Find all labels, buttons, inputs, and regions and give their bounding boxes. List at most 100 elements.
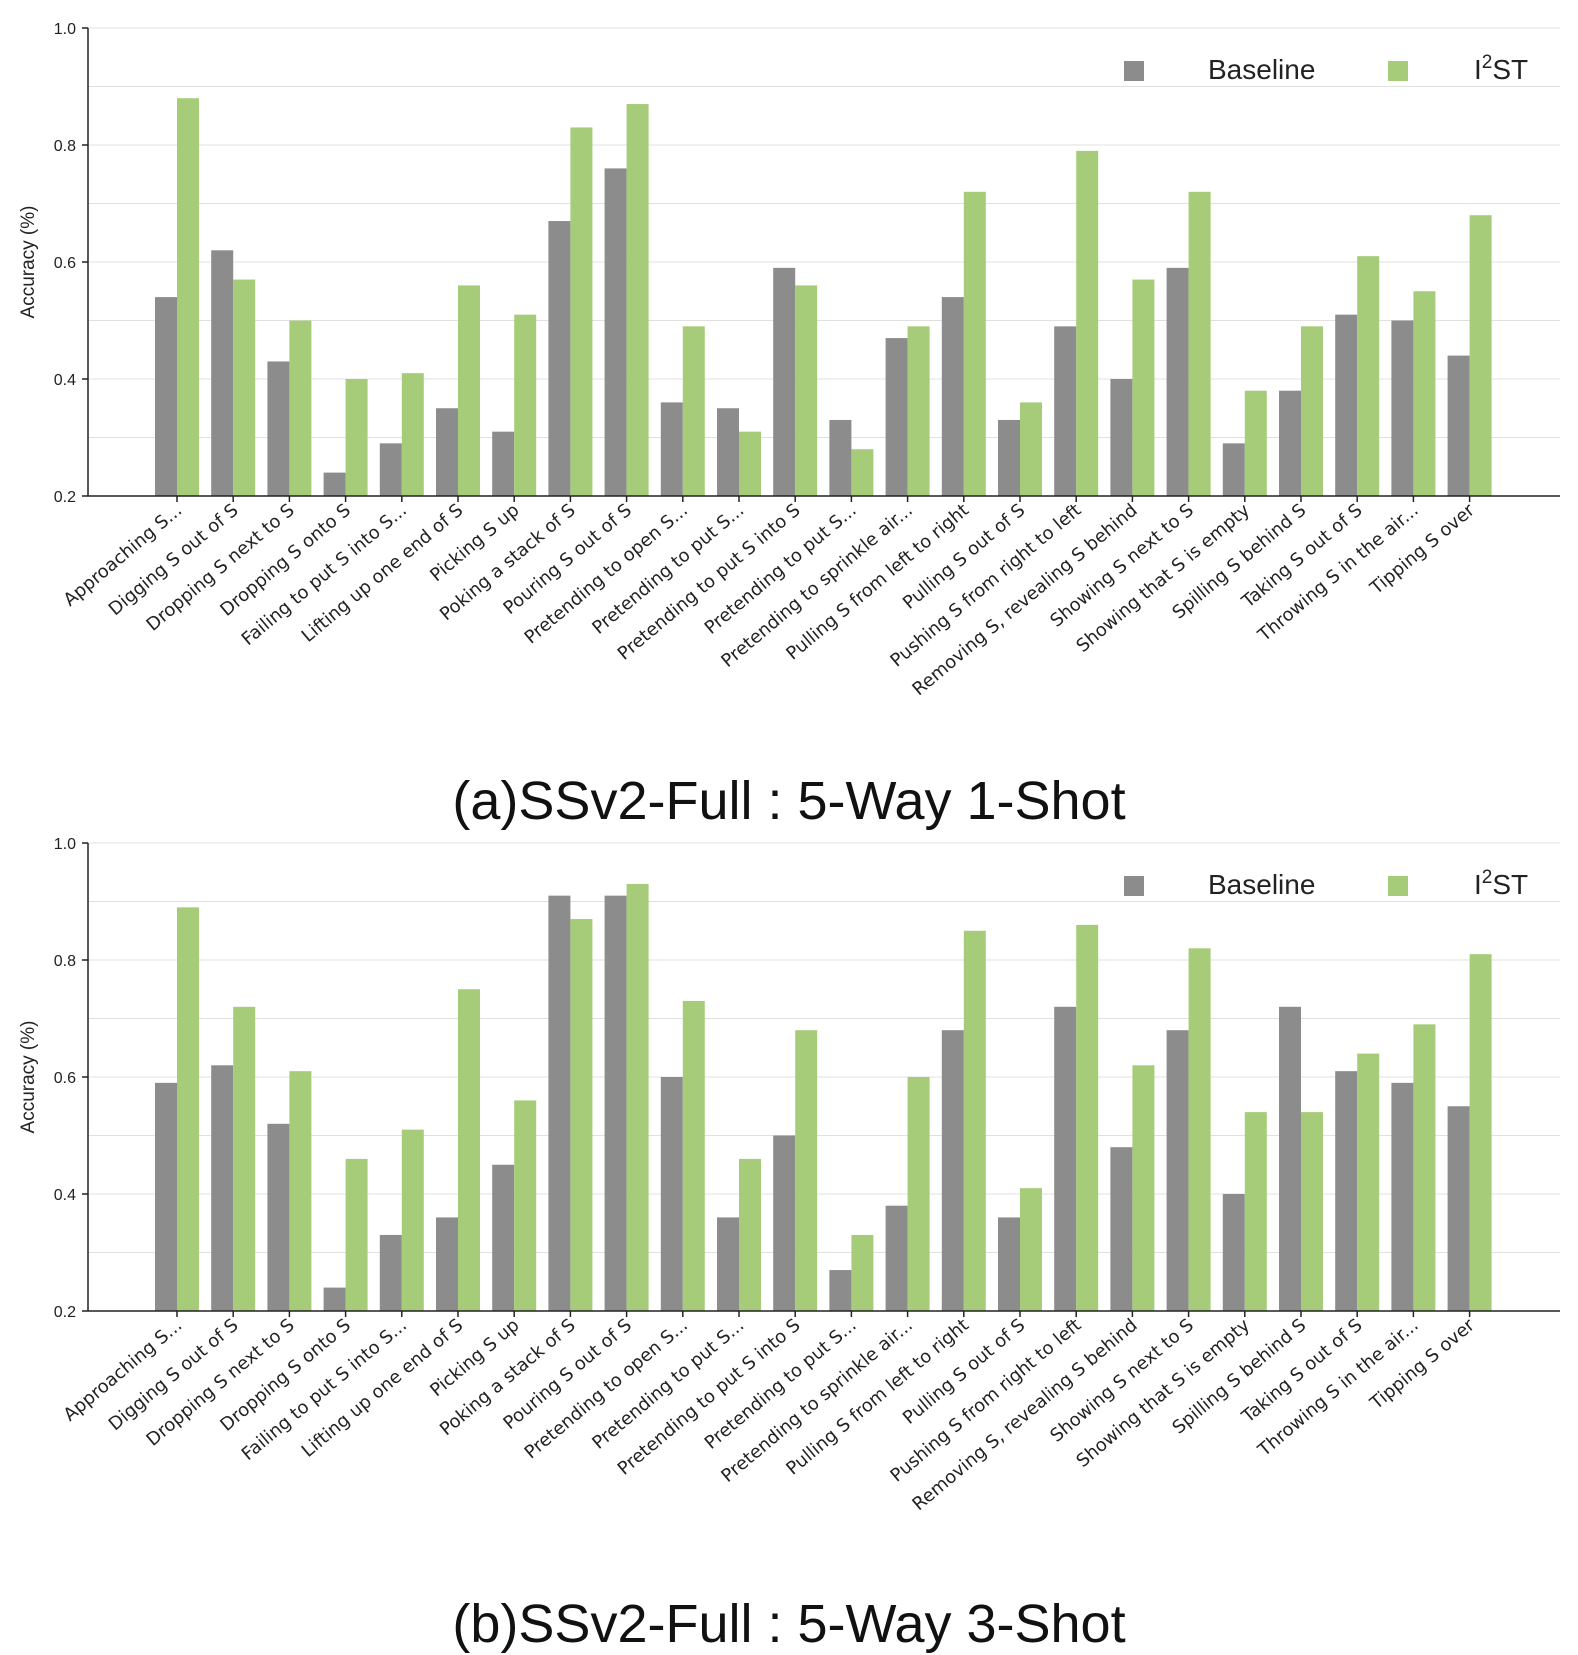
bar-baseline bbox=[1110, 1147, 1133, 1311]
bar-i2st bbox=[1244, 1112, 1267, 1311]
bar-baseline bbox=[211, 250, 234, 496]
bar-i2st bbox=[907, 1077, 930, 1311]
chart-caption-a: (a)SSv2-Full : 5-Way 1-Shot bbox=[452, 771, 1126, 831]
bar-baseline bbox=[1054, 1006, 1077, 1311]
legend-swatch-i2st bbox=[1388, 876, 1408, 896]
bar-i2st bbox=[1076, 150, 1099, 496]
bar-baseline bbox=[323, 472, 346, 496]
bar-i2st bbox=[458, 989, 480, 1311]
bar-baseline bbox=[829, 1270, 852, 1311]
bar-i2st bbox=[1469, 215, 1492, 496]
bar-baseline bbox=[323, 1287, 346, 1311]
y-tick-label: 0.8 bbox=[54, 138, 76, 155]
bar-i2st bbox=[1020, 1188, 1042, 1311]
bar-i2st bbox=[682, 326, 705, 496]
legend-swatch-baseline bbox=[1124, 61, 1144, 81]
bar-i2st bbox=[626, 104, 649, 497]
bar-i2st bbox=[401, 373, 424, 496]
bar-i2st bbox=[1357, 1053, 1380, 1311]
bar-i2st bbox=[851, 449, 874, 496]
legend-label-baseline: Baseline bbox=[1208, 869, 1315, 900]
x-tick-label: Tipping S over bbox=[1366, 1314, 1480, 1414]
bar-baseline bbox=[1279, 390, 1301, 496]
y-tick-label: 0.8 bbox=[54, 953, 76, 970]
y-axis-label: Accuracy (%) bbox=[18, 1021, 39, 1134]
y-tick-label: 0.4 bbox=[54, 1187, 76, 1204]
bar-baseline bbox=[155, 1082, 177, 1311]
bar-i2st bbox=[177, 98, 199, 496]
bar-baseline bbox=[1166, 1030, 1189, 1311]
bar-i2st bbox=[401, 1129, 424, 1311]
bar-baseline bbox=[1222, 443, 1245, 496]
bar-baseline bbox=[1166, 267, 1189, 496]
bar-baseline bbox=[492, 431, 515, 496]
legend-i2st-sup: 2 bbox=[1482, 867, 1493, 888]
bar-baseline bbox=[436, 1217, 458, 1311]
y-tick-label: 1.0 bbox=[54, 836, 76, 853]
bar-baseline bbox=[1391, 320, 1414, 496]
bar-baseline bbox=[492, 1164, 515, 1311]
chart-panel-b: 0.2 0.4 0.6 0.8 1.0 Accuracy (%) Approaching S… bbox=[0, 815, 1578, 1654]
bar-baseline bbox=[1335, 314, 1358, 496]
bar-i2st bbox=[570, 919, 593, 1311]
bar-i2st bbox=[1132, 1065, 1155, 1311]
chart-panel-a: 0.2 0.4 0.6 0.8 1.0 Accuracy (%) Approaching S… bbox=[18, 21, 1560, 831]
bar-i2st bbox=[289, 1071, 312, 1311]
chart-caption-b: (b)SSv2-Full : 5-Way 3-Shot bbox=[452, 1594, 1126, 1654]
bar-i2st bbox=[1413, 1024, 1436, 1311]
y-tick-label: 0.2 bbox=[54, 489, 76, 506]
bar-baseline bbox=[267, 361, 290, 496]
bar-i2st bbox=[963, 930, 986, 1311]
bar-baseline bbox=[1110, 379, 1133, 496]
bar-i2st bbox=[233, 279, 256, 496]
bar-baseline bbox=[211, 1065, 234, 1311]
bar-baseline bbox=[941, 1030, 964, 1311]
bar-i2st bbox=[626, 883, 649, 1311]
legend-label-baseline: Baseline bbox=[1208, 54, 1315, 85]
bar-i2st bbox=[795, 285, 818, 496]
legend-i2st-base: I bbox=[1474, 869, 1482, 900]
legend-label-i2st: I2ST bbox=[1474, 867, 1528, 900]
bar-i2st bbox=[1301, 326, 1323, 496]
bar-i2st bbox=[907, 326, 930, 496]
bar-i2st bbox=[177, 907, 199, 1311]
bar-i2st bbox=[1020, 402, 1042, 496]
legend-i2st-rest: ST bbox=[1492, 869, 1528, 900]
bar-baseline bbox=[660, 402, 683, 496]
bar-baseline bbox=[548, 895, 571, 1311]
y-tick-label: 1.0 bbox=[54, 21, 76, 38]
bar-i2st bbox=[739, 1158, 761, 1311]
bar-i2st bbox=[1132, 279, 1155, 496]
bar-i2st bbox=[1413, 291, 1436, 496]
bar-baseline bbox=[717, 1217, 739, 1311]
y-tick-label: 0.6 bbox=[54, 1070, 76, 1087]
bar-i2st bbox=[1188, 191, 1211, 497]
bar-i2st bbox=[289, 320, 312, 496]
bar-baseline bbox=[155, 297, 177, 496]
bar-i2st bbox=[1357, 256, 1380, 496]
bar-baseline bbox=[773, 267, 796, 496]
bar-i2st bbox=[570, 127, 593, 496]
bar-i2st bbox=[514, 1100, 537, 1311]
bar-baseline bbox=[1447, 355, 1470, 496]
bar-i2st bbox=[1469, 954, 1492, 1311]
bar-baseline bbox=[1279, 1006, 1301, 1311]
bar-baseline bbox=[773, 1135, 796, 1311]
bar-baseline bbox=[604, 168, 627, 496]
y-tick-label: 0.6 bbox=[54, 255, 76, 272]
bar-baseline bbox=[548, 221, 571, 497]
bar-i2st bbox=[345, 1158, 368, 1311]
bar-baseline bbox=[1335, 1071, 1358, 1311]
legend-label-i2st: I2ST bbox=[1474, 52, 1528, 85]
bar-i2st bbox=[1244, 390, 1267, 496]
bar-baseline bbox=[604, 895, 627, 1311]
bar-baseline bbox=[660, 1077, 683, 1311]
bar-baseline bbox=[941, 297, 964, 496]
bar-i2st bbox=[682, 1000, 705, 1311]
bar-baseline bbox=[998, 1217, 1020, 1311]
legend-i2st-base: I bbox=[1474, 54, 1482, 85]
bar-baseline bbox=[1447, 1106, 1470, 1311]
legend-i2st-sup: 2 bbox=[1482, 52, 1493, 73]
bar-baseline bbox=[1054, 326, 1077, 496]
bar-baseline bbox=[1391, 1082, 1414, 1311]
